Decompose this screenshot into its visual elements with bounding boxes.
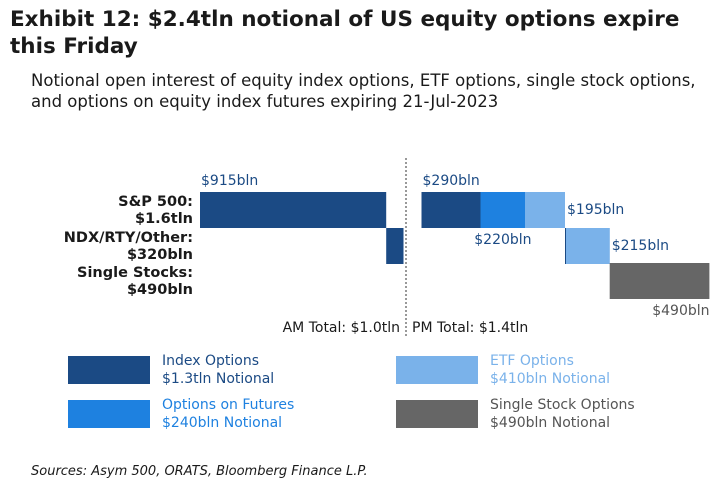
value-label-195bln: $195bln xyxy=(567,202,624,218)
legend-detail-index-options: $1.3tln Notional xyxy=(162,371,274,387)
source-note: Sources: Asym 500, ORATS, Bloomberg Fina… xyxy=(31,464,368,479)
row-label-value-3: $490bln xyxy=(127,282,193,298)
value-label-915bln: $915bln xyxy=(201,173,258,189)
legend-swatch-etf-options xyxy=(396,356,478,384)
am-total-label: AM Total: $1.0tln xyxy=(283,320,400,336)
legend-swatch-options-on-futures xyxy=(68,400,150,428)
row-label-value-1: $1.6tln xyxy=(135,211,193,227)
bar-index-options-row2-pm xyxy=(565,228,566,264)
bar-index-options-row1-pm xyxy=(421,192,481,228)
legend-label-etf-options: ETF Options xyxy=(490,353,574,369)
legend-detail-single-stock-options: $490bln Notional xyxy=(490,415,610,431)
value-label-290bln: $290bln xyxy=(423,173,480,189)
legend-detail-options-on-futures: $240bln Notional xyxy=(162,415,282,431)
value-label-215bln: $215bln xyxy=(612,238,669,254)
row-label-1: S&P 500: xyxy=(118,194,193,210)
pm-total-label: PM Total: $1.4tln xyxy=(412,320,528,336)
bar-index-options-row2-am xyxy=(386,228,404,264)
row-label-value-2: $320bln xyxy=(127,247,193,263)
legend-swatch-index-options xyxy=(68,356,150,384)
value-label-490bln: $490bln xyxy=(652,303,709,319)
legend-label-index-options: Index Options xyxy=(162,353,259,369)
bar-etf-options-row2-pm xyxy=(566,228,610,264)
row-label-2: NDX/RTY/Other: xyxy=(64,230,193,246)
bar-index-options-row1-am xyxy=(200,192,387,228)
chart-subtitle: Notional open interest of equity index o… xyxy=(31,71,696,111)
legend-label-options-on-futures: Options on Futures xyxy=(162,397,294,413)
exhibit-title: Exhibit 12: $2.4tln notional of US equit… xyxy=(10,7,680,59)
row-label-3: Single Stocks: xyxy=(77,265,193,281)
bar-etf-options-row1-pm xyxy=(525,192,565,228)
legend-label-single-stock-options: Single Stock Options xyxy=(490,397,635,413)
bar-options-on-futures-row1-pm xyxy=(480,192,526,228)
value-label-220bln: $220bln xyxy=(474,232,531,248)
legend-swatch-single-stock-options xyxy=(396,400,478,428)
legend-detail-etf-options: $410bln Notional xyxy=(490,371,610,387)
bar-single-stock-options-row3-pm xyxy=(609,263,710,299)
